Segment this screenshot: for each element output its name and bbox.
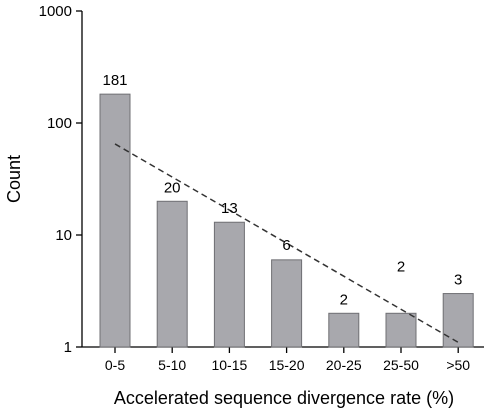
y-tick-label: 10 (55, 227, 72, 244)
bars (99, 93, 474, 348)
bar (213, 221, 245, 348)
data-label: 3 (454, 272, 462, 289)
y-tick-label: 100 (47, 115, 72, 132)
trendline (114, 143, 459, 344)
x-axis-title: Accelerated sequence divergence rate (%) (114, 388, 454, 408)
data-label: 2 (397, 258, 405, 275)
y-tick-label: 1000 (39, 3, 72, 20)
data-label: 181 (102, 72, 127, 89)
trend-line (114, 143, 459, 344)
data-label: 2 (340, 291, 348, 308)
x-tick-label: 5-10 (158, 357, 186, 373)
x-tick-label: 10-15 (211, 357, 247, 373)
x-tick-label: >50 (446, 357, 470, 373)
bar (328, 312, 360, 348)
bar (385, 312, 417, 348)
data-label: 6 (282, 237, 290, 254)
data-label: 20 (164, 179, 181, 196)
x-tick-label: 15-20 (269, 357, 305, 373)
axes: 1 10 100 1000 (39, 3, 484, 356)
bar (99, 93, 131, 348)
data-label: 13 (221, 200, 238, 217)
bar (271, 259, 303, 348)
labels: 0-5 5-10 10-15 15-20 20-25 25-50 >50 181 20 13 6 2 2… (102, 72, 470, 373)
bar (156, 200, 188, 348)
x-tick-label: 0-5 (105, 357, 125, 373)
y-tick-label: 1 (64, 339, 72, 356)
y-axis-title: Count (4, 155, 24, 203)
x-tick-label: 20-25 (326, 357, 362, 373)
bar (442, 293, 474, 348)
x-tick-label: 25-50 (383, 357, 419, 373)
